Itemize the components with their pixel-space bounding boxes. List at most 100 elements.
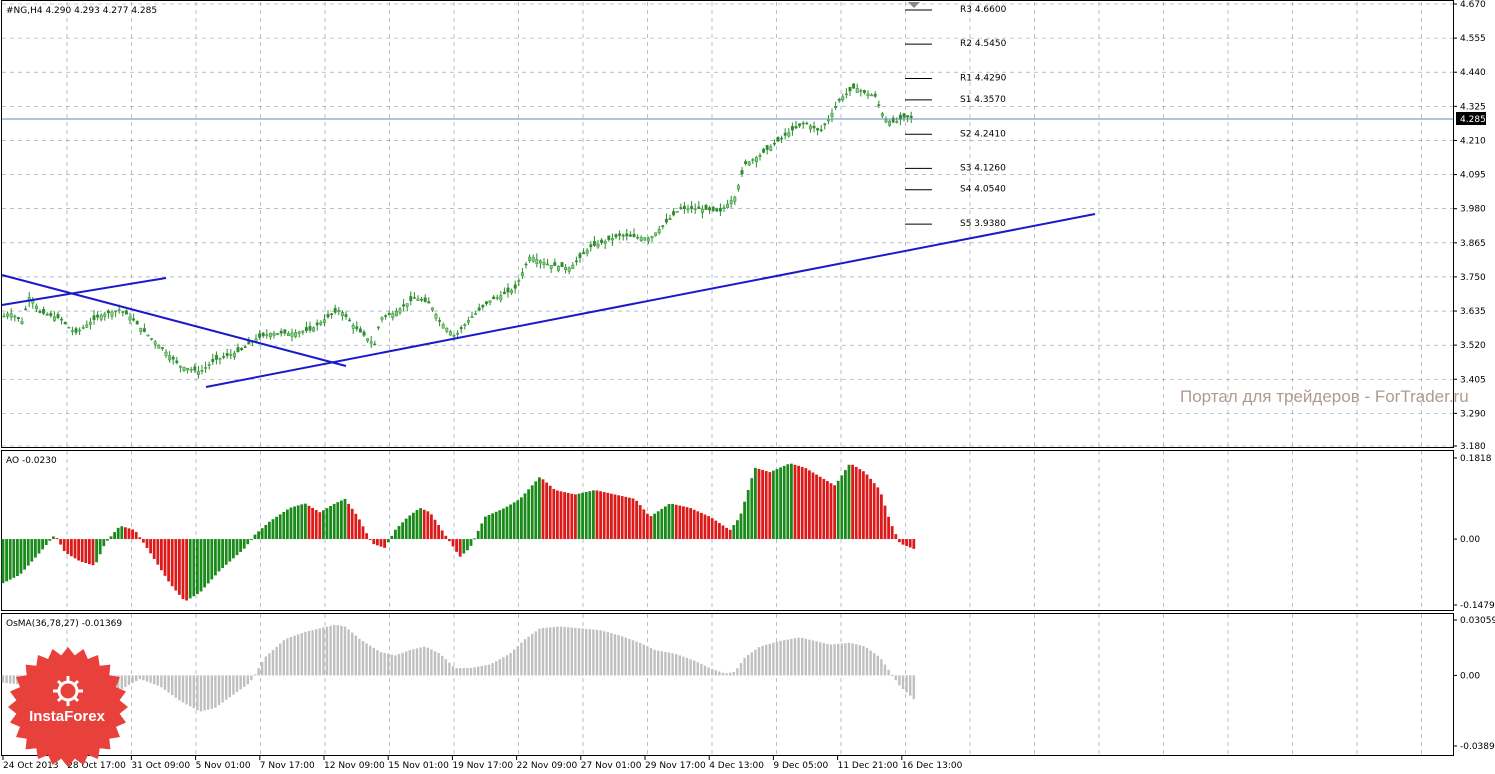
osma-bar: [199, 675, 203, 712]
ao-bar: [401, 522, 404, 540]
osma-bar: [628, 638, 631, 676]
ao-bar: [127, 528, 131, 540]
ao-bar: [203, 539, 206, 588]
ao-bar: [170, 539, 174, 587]
ao-bar: [728, 529, 732, 540]
candle-body: [762, 148, 766, 153]
osma-bar: [228, 675, 231, 698]
ao-bar: [772, 470, 775, 540]
ao-bar: [206, 539, 210, 584]
osma-bar: [5, 675, 8, 684]
candle-body: [866, 93, 870, 97]
osma-bar: [815, 641, 818, 676]
ao-bar: [325, 508, 329, 540]
candle-body: [603, 240, 607, 244]
candle-body: [330, 313, 334, 316]
price-tick-label: 3.180: [1460, 442, 1486, 452]
candle-body: [153, 341, 157, 345]
candle-body: [319, 322, 323, 325]
ao-bar: [332, 503, 336, 540]
osma-bar: [120, 675, 123, 689]
osma-bar: [545, 627, 548, 676]
osma-bar: [279, 643, 282, 676]
ao-bar: [649, 516, 653, 540]
ao-bar: [682, 506, 685, 540]
logo-brand-text: InstaForex: [29, 708, 105, 725]
osma-bar: [351, 632, 354, 676]
candle-body: [405, 303, 409, 307]
candle-body: [700, 208, 704, 213]
ao-bar: [48, 539, 52, 541]
time-axis: 24 Oct 2013 28 Oct 17:00 31 Oct 09:00 5 Nov…: [2, 756, 963, 771]
trend-lines[interactable]: [1, 213, 1096, 388]
ao-bar: [487, 514, 491, 540]
ao-bar: [167, 539, 170, 582]
ao-bar: [336, 502, 340, 540]
ao-bar: [570, 493, 574, 540]
price-tick-label: 3.520: [1460, 341, 1486, 351]
ao-histogram: [1, 463, 916, 601]
osma-bar: [138, 675, 141, 680]
candle-body: [2, 315, 6, 318]
ao-bar: [653, 513, 656, 540]
ao-bar: [707, 516, 710, 540]
candle-body: [808, 125, 812, 130]
osma-bar: [311, 630, 314, 676]
candle-body: [855, 88, 859, 93]
ao-bar: [502, 508, 505, 540]
osma-bar: [793, 638, 797, 676]
candle-body: [182, 366, 186, 372]
ao-bar: [430, 514, 433, 540]
ao-bar: [307, 505, 311, 540]
candle-body: [376, 326, 380, 329]
ao-bar: [584, 491, 588, 540]
candle-body: [682, 205, 686, 209]
osma-bar: [527, 636, 530, 676]
watermark: Портал для трейдеров - ForTrader.ru: [1180, 387, 1469, 406]
ao-bar: [440, 530, 444, 540]
candle-body: [348, 319, 352, 322]
trendline-short-ascending[interactable]: [1, 277, 167, 306]
osma-bar: [718, 671, 721, 676]
osma-bar: [293, 635, 296, 676]
trendline-upper-descending[interactable]: [1, 274, 347, 367]
ao-bar: [527, 489, 530, 540]
price-tick-label: 4.210: [1460, 136, 1486, 146]
ao-bar: [912, 539, 916, 549]
price-tick-label: 3.865: [1460, 239, 1486, 249]
candle-body: [24, 308, 28, 311]
candle-body: [394, 311, 398, 317]
osma-bar: [693, 660, 696, 676]
ao-bar: [80, 539, 84, 563]
ao-bar: [610, 493, 613, 540]
candle-body: [884, 119, 888, 123]
candle-body: [308, 326, 312, 331]
ao-bar: [656, 511, 660, 540]
osma-bar: [318, 628, 321, 676]
osma-pane[interactable]: [1, 613, 1454, 756]
candle-body: [56, 314, 60, 319]
candle-body: [63, 321, 67, 324]
trendline-support-ascending[interactable]: [205, 213, 1096, 388]
shift-marker-icon[interactable]: [908, 2, 920, 8]
time-tick-label: 27 Nov 01:00: [581, 761, 642, 771]
candle-body: [52, 316, 56, 321]
pivot-level-label: S4 4.0540: [960, 185, 1006, 195]
ao-pane[interactable]: [1, 450, 1454, 611]
candle-body: [74, 328, 78, 333]
osma-bar: [635, 641, 638, 676]
candle-body: [492, 296, 496, 300]
candle-body: [430, 307, 434, 311]
osma-bar: [772, 642, 775, 676]
candle-body: [265, 334, 269, 336]
osma-bar: [124, 675, 127, 687]
osma-bar: [865, 647, 869, 676]
candle-body: [841, 96, 845, 100]
candle-body: [538, 260, 542, 264]
candle-body: [110, 311, 114, 317]
osma-bar: [232, 675, 235, 695]
main-pane[interactable]: [1, 0, 1454, 448]
candle-body: [207, 364, 211, 366]
osma-bar: [768, 643, 771, 676]
